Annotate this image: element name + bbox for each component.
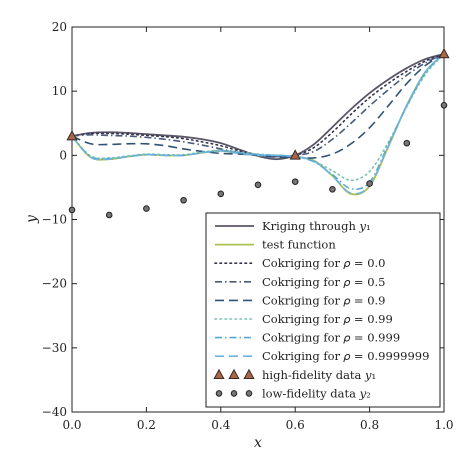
- legend-label: Cokriging for 𝜌 = 0.99: [262, 312, 393, 326]
- legend-label: high-fidelity data 𝑦₁: [262, 368, 376, 382]
- y-axis-label: y: [24, 214, 40, 224]
- low-fidelity-point: [105, 211, 113, 219]
- legend-label: test function: [262, 238, 336, 252]
- y-tick-label: −40: [42, 405, 67, 419]
- high-fidelity-point: [438, 47, 450, 59]
- legend-marker: [213, 368, 225, 380]
- low-fidelity-point: [291, 178, 299, 185]
- legend-label: Cokriging for 𝜌 = 0.0: [262, 256, 386, 270]
- y-tick-label: 10: [52, 84, 67, 98]
- low-fidelity-point: [403, 139, 411, 147]
- series-line-2: [71, 53, 445, 158]
- low-fidelity-point: [68, 206, 76, 214]
- low-fidelity-point: [180, 196, 187, 204]
- legend-label: Cokriging for 𝜌 = 0.999: [262, 331, 400, 345]
- y-tick-label: −30: [42, 341, 67, 355]
- legend-label: Cokriging for 𝜌 = 0.9999999: [262, 349, 429, 363]
- low-fidelity-point: [254, 181, 262, 189]
- legend-label: Kriging through 𝑦₁: [262, 219, 371, 233]
- legend-marker: [230, 390, 238, 397]
- legend-marker: [245, 390, 253, 397]
- high-fidelity-point: [289, 149, 301, 160]
- legend-marker: [215, 390, 223, 397]
- y-tick-label: 20: [52, 20, 67, 34]
- low-fidelity-point: [217, 190, 225, 198]
- series-layer: [71, 53, 445, 196]
- x-tick-label: 0.2: [137, 418, 156, 432]
- low-fidelity-point: [143, 205, 150, 212]
- low-fidelity-point: [329, 186, 336, 193]
- low-fidelity-point: [366, 180, 373, 187]
- points-layer: [66, 47, 450, 219]
- high-fidelity-point: [66, 130, 78, 141]
- x-tick-label: 0.6: [286, 418, 305, 432]
- legend-label: Cokriging for 𝜌 = 0.9: [262, 293, 386, 307]
- x-tick-label: 0.8: [360, 418, 379, 432]
- legend: Kriging through 𝑦₁ test function Cokriging…: [205, 212, 441, 408]
- x-tick-label: 0.0: [62, 418, 81, 432]
- y-tick-label: −20: [42, 277, 67, 291]
- legend-label: Cokriging for 𝜌 = 0.5: [262, 275, 386, 289]
- y-tick-label: 0: [59, 148, 67, 162]
- y-tick-label: −10: [42, 213, 67, 227]
- legend-marker: [228, 368, 240, 380]
- legend-marker: [243, 368, 255, 380]
- series-line-7: [71, 53, 445, 195]
- x-tick-label: 1.0: [434, 418, 453, 432]
- series-line-3: [71, 53, 445, 158]
- ticks-layer: 0.0 0.2 0.4 0.6 0.8 1.0 20 10 0 −10 −20 −30 −40: [42, 20, 454, 432]
- x-tick-label: 0.4: [211, 418, 230, 432]
- legend-label: low-fidelity data 𝑦₂: [262, 386, 371, 400]
- x-axis-label: x: [254, 435, 262, 451]
- low-fidelity-point: [440, 101, 448, 109]
